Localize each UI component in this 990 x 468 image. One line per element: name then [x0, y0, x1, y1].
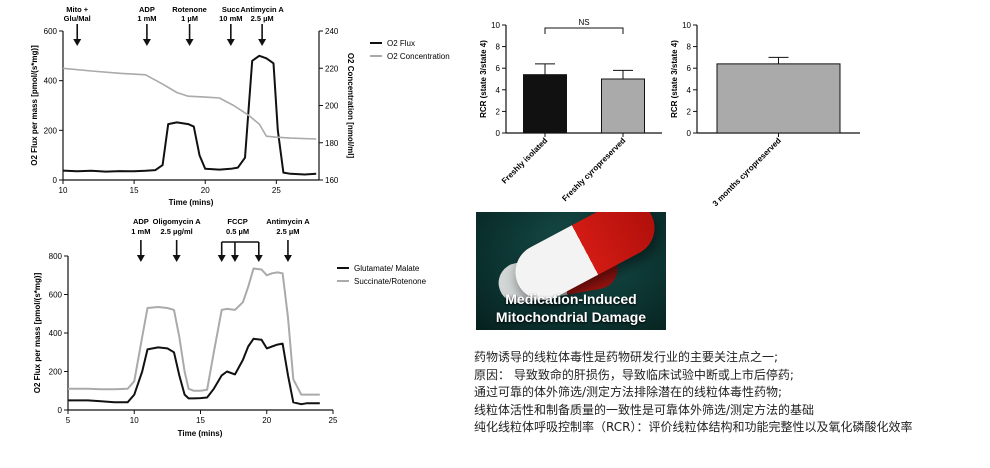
x-axis-title: Time (mins): [169, 198, 214, 207]
annotation-label: ADP: [133, 217, 149, 226]
annotation-label: 10 mM: [219, 14, 242, 23]
x-tick-label: 15: [196, 416, 205, 425]
annotation-label: Antimycin A: [266, 217, 310, 226]
series-line-o2-flux: [62, 54, 317, 176]
y-axis-title: O2 Flux per mass [pmol/(s*mg)]: [33, 272, 42, 393]
annotation-label: Oligomycin A: [153, 217, 202, 226]
y-tick-label: 800: [49, 252, 63, 261]
y-tick-label: 0: [496, 129, 501, 138]
y-tick-label: 200: [49, 368, 63, 377]
y2-tick-label: 180: [325, 139, 339, 148]
annotation-label: 2.5 µM: [251, 14, 274, 23]
image-caption-line1: Medication-Induced: [505, 291, 637, 307]
annotation-arrow-head: [283, 255, 292, 262]
y-tick-label: 10: [491, 21, 500, 30]
note-line: 线粒体活性和制备质量的一致性是可靠体外筛选/测定方法的基础: [474, 402, 815, 417]
x-tick-label: 10: [59, 186, 68, 195]
x-axis-title: Time (mins): [178, 429, 223, 438]
y-tick-label: 0: [58, 406, 63, 415]
annotation-label: 1 mM: [131, 227, 150, 236]
y2-axis-title: O2 Concentration [nmol/ml]: [346, 53, 355, 159]
annotation-arrow-head: [230, 255, 239, 262]
x-tick-label: 25: [272, 186, 281, 195]
annotation-label: 2.5 µg/ml: [161, 227, 193, 236]
annotation-label: Glu/Mal: [64, 14, 91, 23]
image-caption: Medication-Induced Mitochondrial Damage: [476, 290, 666, 326]
annotation-arrow-head: [258, 39, 267, 46]
significance-label: NS: [578, 18, 589, 27]
y-axis-title: RCR (state 3/state 4): [479, 40, 488, 118]
note-line: 通过可靠的体外筛选/测定方法排除潜在的线粒体毒性药物;: [474, 385, 783, 399]
y-tick-label: 4: [687, 86, 692, 95]
annotation-label: Antimycin A: [240, 5, 284, 14]
y-tick-label: 4: [496, 86, 501, 95]
y-axis-title: RCR (state 3/state 4): [670, 40, 679, 118]
annotation-label: Rotenone: [172, 5, 207, 14]
notes-block: 药物诱导的线粒体毒性是药物研发行业的主要关注点之一; 原因： 导致致命的肝损伤，…: [474, 349, 984, 437]
annotation-label: Succ: [222, 5, 240, 14]
annotation-arrow-head: [136, 255, 145, 262]
annotation-arrow-head: [185, 39, 194, 46]
legend-label: Succinate/Rotenone: [354, 277, 427, 286]
y-tick-label: 2: [496, 107, 501, 116]
y2-tick-label: 240: [325, 27, 339, 36]
series-line-glutamate-malate: [68, 337, 320, 406]
annotation-arrow-head: [73, 39, 82, 46]
x-tick-label: 5: [66, 416, 71, 425]
y2-tick-label: 200: [325, 102, 339, 111]
y-tick-label: 8: [496, 43, 501, 52]
y-tick-label: 400: [44, 77, 58, 86]
y-tick-label: 2: [687, 107, 692, 116]
annotation-label: 0.5 µM: [226, 227, 249, 236]
significance-bracket: [544, 27, 624, 34]
legend-label: Glutamate/ Malate: [354, 264, 420, 273]
bar: [523, 74, 567, 134]
y-tick-label: 400: [49, 329, 63, 338]
y-tick-label: 200: [44, 126, 58, 135]
legend-label: O2 Flux: [387, 39, 415, 48]
annotation-label: Mito +: [66, 5, 88, 14]
series-line-o2-concentration: [62, 67, 317, 140]
annotation-label: 2.5 µM: [276, 227, 299, 236]
annotation-label: 1 µM: [181, 14, 198, 23]
note-line: 药物诱导的线粒体毒性是药物研发行业的主要关注点之一;: [474, 350, 779, 364]
x-tick-label: 10: [130, 416, 139, 425]
y-tick-label: 0: [53, 176, 58, 185]
y-tick-label: 600: [44, 27, 58, 36]
x-tick-label: 15: [130, 186, 139, 195]
medication-mitochondrial-damage-image: Medication-Induced Mitochondrial Damage: [476, 212, 666, 330]
annotation-label: 1 mM: [137, 14, 156, 23]
annotation-arrow-head: [254, 255, 263, 262]
y2-tick-label: 220: [325, 64, 339, 73]
x-tick-label: 20: [262, 416, 271, 425]
annotation-arrow-head: [142, 39, 151, 46]
note-line: 原因： 导致致命的肝损伤，导致临床试验中断或上市后停药;: [474, 367, 794, 382]
annotation-arrow-head: [172, 255, 181, 262]
y-axis-title: O2 Flux per mass [pmol/(s*mg)]: [30, 45, 39, 166]
y2-tick-label: 160: [325, 176, 339, 185]
y-tick-label: 0: [687, 129, 692, 138]
image-caption-line2: Mitochondrial Damage: [495, 309, 647, 325]
bar: [716, 63, 841, 134]
annotation-arrow-head: [217, 255, 226, 262]
y-tick-label: 6: [496, 64, 501, 73]
y-tick-label: 6: [687, 64, 692, 73]
annotation-arrow-head: [226, 39, 235, 46]
legend-label: O2 Concentration: [387, 52, 450, 61]
y-tick-label: 10: [682, 21, 691, 30]
x-tick-label: 25: [329, 416, 338, 425]
note-line: 纯化线粒体呼吸控制率（RCR）：评价线粒体结构和功能完整性以及氧化磷酸化效率: [474, 420, 913, 434]
x-tick-label: 20: [201, 186, 210, 195]
annotation-label: FCCP: [227, 217, 247, 226]
annotation-label: ADP: [139, 5, 155, 14]
y-tick-label: 600: [49, 291, 63, 300]
series-line-succinate-rotenone: [68, 267, 320, 396]
y-tick-label: 8: [687, 43, 692, 52]
